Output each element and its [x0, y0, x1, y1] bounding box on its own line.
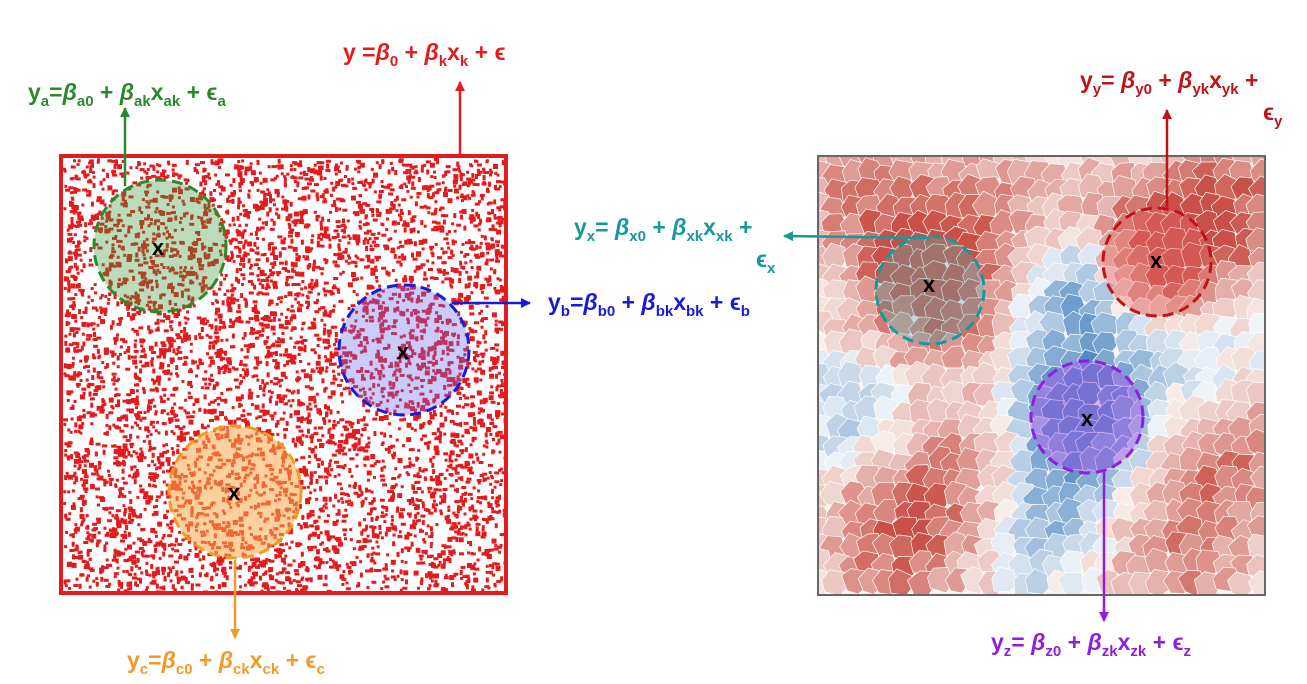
center-marker-c: x [228, 480, 241, 505]
right-panel-frame [817, 155, 1266, 596]
global-equation: y =β0 + βkxk + ϵ [343, 39, 505, 70]
neighborhood-y-circle [1101, 206, 1213, 318]
neighborhood-c-circle [167, 424, 303, 560]
surface-cells [819, 157, 1265, 594]
right-panel: x x x [817, 155, 1266, 596]
neighborhood-z-circle [1029, 359, 1145, 475]
center-marker-z: x [1081, 406, 1094, 431]
center-marker-y: x [1150, 248, 1163, 273]
equation-z: yz= βz0 + βzkxzk + ϵz [991, 629, 1191, 660]
arrow-x [783, 231, 931, 242]
neighborhood-x-circle [874, 234, 986, 346]
neighborhood-a-circle [92, 178, 228, 314]
center-marker-b: x [397, 339, 410, 364]
equation-a: ya=βa0 + βakxak + ϵa [28, 79, 226, 110]
equation-y-line2: ϵy [1263, 99, 1283, 130]
local-neighborhoods [92, 178, 471, 560]
center-marker-x: x [923, 272, 936, 297]
left-panel-frame [59, 154, 508, 595]
center-marker-a: x [152, 235, 165, 260]
equation-x-line2: ϵx [756, 246, 776, 277]
left-panel: x x x [59, 154, 508, 595]
equation-c: yc=βc0 + βckxck + ϵc [127, 647, 325, 678]
neighborhood-b-circle [337, 283, 471, 417]
equation-y-line1: yy= βy0 + βykxyk + [1080, 67, 1258, 98]
equation-b: yb=βb0 + βbkxbk + ϵb [548, 289, 750, 320]
equation-x-line1: yx= βx0 + βxkxxk + [574, 214, 752, 245]
